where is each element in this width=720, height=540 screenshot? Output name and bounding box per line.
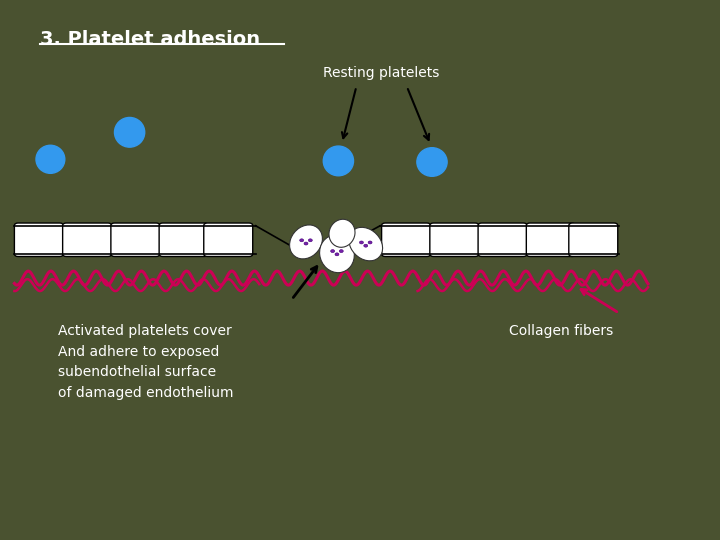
FancyBboxPatch shape xyxy=(111,223,160,256)
FancyBboxPatch shape xyxy=(430,223,479,256)
Text: Collagen fibers: Collagen fibers xyxy=(510,324,613,338)
FancyBboxPatch shape xyxy=(382,223,431,256)
Ellipse shape xyxy=(304,242,308,245)
FancyBboxPatch shape xyxy=(14,223,63,256)
Ellipse shape xyxy=(308,239,312,242)
Text: Resting platelets: Resting platelets xyxy=(323,66,440,80)
Ellipse shape xyxy=(349,227,382,261)
FancyBboxPatch shape xyxy=(63,223,112,256)
Ellipse shape xyxy=(323,146,354,176)
Ellipse shape xyxy=(320,235,354,273)
Ellipse shape xyxy=(36,145,65,173)
Ellipse shape xyxy=(368,241,372,244)
FancyBboxPatch shape xyxy=(526,223,575,256)
FancyBboxPatch shape xyxy=(159,223,208,256)
Ellipse shape xyxy=(330,249,335,253)
Ellipse shape xyxy=(417,147,447,176)
FancyBboxPatch shape xyxy=(204,223,253,256)
FancyBboxPatch shape xyxy=(569,223,618,256)
Ellipse shape xyxy=(300,239,304,242)
Ellipse shape xyxy=(359,241,364,244)
Ellipse shape xyxy=(329,219,355,247)
Text: 3. Platelet adhesion: 3. Platelet adhesion xyxy=(40,30,260,49)
Ellipse shape xyxy=(289,225,323,259)
Ellipse shape xyxy=(114,117,145,147)
Ellipse shape xyxy=(339,249,343,253)
Ellipse shape xyxy=(364,244,368,247)
FancyBboxPatch shape xyxy=(478,223,527,256)
Text: Activated platelets cover
And adhere to exposed
subendothelial surface
of damage: Activated platelets cover And adhere to … xyxy=(58,324,233,400)
Ellipse shape xyxy=(335,253,339,256)
